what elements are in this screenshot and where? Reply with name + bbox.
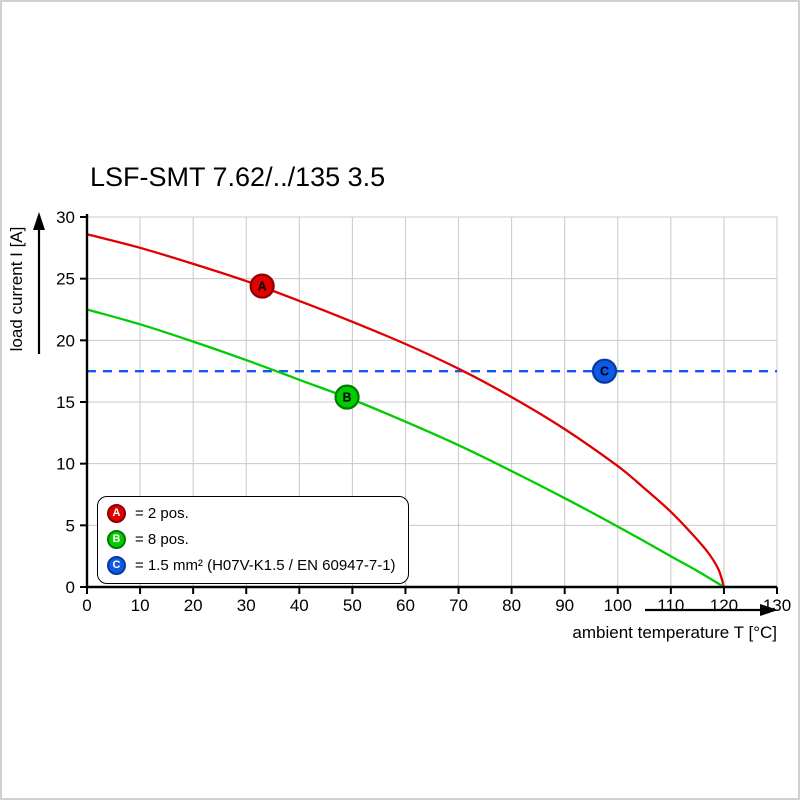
x-tick-label: 60 [396, 596, 415, 615]
marker-letter-a: A [258, 280, 267, 294]
marker-letter-c: C [600, 365, 609, 379]
x-axis-label: ambient temperature T [°C] [572, 623, 777, 642]
x-tick-label: 80 [502, 596, 521, 615]
series-c-marker-icon: C [107, 555, 126, 575]
curve-b [86, 308, 725, 588]
x-tick-label: 0 [82, 596, 91, 615]
legend-item-c: C = 1.5 mm² (H07V-K1.5 / EN 60947-7-1) [107, 554, 396, 576]
curve-a [86, 233, 726, 588]
y-tick-label: 30 [56, 208, 75, 227]
x-tick-label: 50 [343, 596, 362, 615]
y-axis-arrowhead-icon [33, 212, 45, 230]
x-tick-label: 30 [237, 596, 256, 615]
x-tick-label: 20 [184, 596, 203, 615]
x-tick-label: 40 [290, 596, 309, 615]
legend: A = 2 pos. B = 8 pos. C = 1.5 mm² (H07V-… [97, 496, 409, 584]
series-b-marker-icon: B [107, 529, 126, 549]
series-a-marker-icon: A [107, 503, 126, 523]
x-tick-label: 110 [657, 596, 684, 615]
x-tick-label: 70 [449, 596, 468, 615]
marker-c [591, 358, 618, 384]
marker-letter-b: B [343, 391, 352, 405]
marker-b [334, 384, 360, 410]
legend-label-a: = 2 pos. [135, 504, 189, 522]
legend-label-b: = 8 pos. [135, 530, 189, 548]
legend-item-b: B = 8 pos. [107, 528, 396, 550]
y-tick-label: 10 [56, 455, 75, 474]
y-tick-label: 20 [56, 331, 75, 350]
chart-title: LSF-SMT 7.62/../135 3.5 [90, 162, 386, 192]
legend-item-a: A = 2 pos. [107, 502, 396, 524]
legend-label-c: = 1.5 mm² (H07V-K1.5 / EN 60947-7-1) [135, 556, 396, 574]
x-tick-label: 90 [555, 596, 574, 615]
y-tick-label: 15 [56, 393, 75, 412]
marker-a [249, 273, 275, 299]
x-axis-arrowhead-icon [760, 604, 778, 616]
y-tick-label: 25 [56, 270, 75, 289]
y-tick-label: 0 [66, 578, 75, 597]
x-tick-label: 10 [131, 596, 150, 615]
y-axis-label: load current I [A] [7, 227, 26, 352]
x-tick-label: 100 [604, 596, 632, 615]
x-tick-label: 120 [710, 596, 738, 615]
y-tick-label: 5 [66, 516, 75, 535]
